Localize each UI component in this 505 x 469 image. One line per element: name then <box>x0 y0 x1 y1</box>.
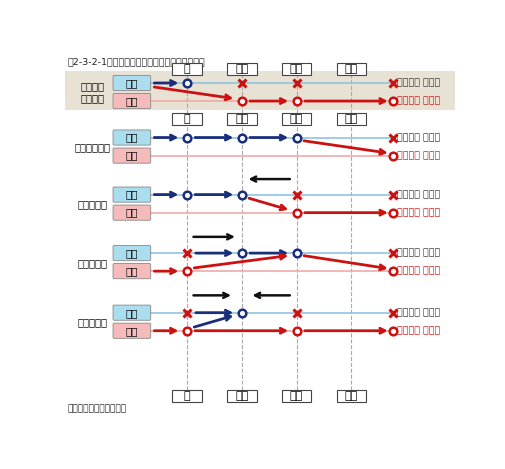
FancyBboxPatch shape <box>172 63 201 75</box>
Text: 内需: 内需 <box>125 189 138 200</box>
Text: 外需: 外需 <box>125 326 138 336</box>
Text: 材料: 材料 <box>289 64 302 74</box>
Text: 部品: 部品 <box>235 64 248 74</box>
Text: 国外生産 ３産業: 国外生産 ３産業 <box>396 326 440 335</box>
FancyBboxPatch shape <box>113 187 150 202</box>
FancyBboxPatch shape <box>113 264 150 279</box>
FancyBboxPatch shape <box>336 63 366 75</box>
Text: 車: 車 <box>183 114 190 124</box>
Text: 内需: 内需 <box>125 78 138 88</box>
Text: 内需: 内需 <box>125 248 138 258</box>
FancyBboxPatch shape <box>113 148 150 163</box>
Text: 内需: 内需 <box>125 133 138 143</box>
FancyBboxPatch shape <box>281 390 311 401</box>
FancyBboxPatch shape <box>226 113 256 125</box>
FancyBboxPatch shape <box>113 93 150 109</box>
FancyBboxPatch shape <box>113 245 150 261</box>
FancyBboxPatch shape <box>226 390 256 401</box>
Text: 国外生産 ３産業: 国外生産 ３産業 <box>396 97 440 106</box>
Text: 材料: 材料 <box>289 114 302 124</box>
FancyBboxPatch shape <box>281 113 311 125</box>
Text: 部品: 部品 <box>235 114 248 124</box>
FancyBboxPatch shape <box>172 390 201 401</box>
Text: 車: 車 <box>183 391 190 401</box>
Text: 国外生産 ２産業: 国外生産 ２産業 <box>396 208 440 217</box>
Text: 国外生産 １産業: 国外生産 １産業 <box>396 151 440 160</box>
Text: 第2-3-2-1図　国内の産業連関と波及効果の流れ: 第2-3-2-1図 国内の産業連関と波及効果の流れ <box>67 57 205 66</box>
Text: 資料：経済産業省作成。: 資料：経済産業省作成。 <box>67 405 126 414</box>
Text: 国内生産 ２産業: 国内生産 ２産業 <box>396 190 440 199</box>
Text: 国内生産 ３産業: 国内生産 ３産業 <box>396 133 440 142</box>
Text: 車: 車 <box>183 64 190 74</box>
Text: 材料: 材料 <box>289 391 302 401</box>
Text: 部品: 部品 <box>235 391 248 401</box>
FancyBboxPatch shape <box>113 130 150 145</box>
FancyBboxPatch shape <box>113 76 150 91</box>
Text: 国外生産 ２産業: 国外生産 ２産業 <box>396 267 440 276</box>
FancyBboxPatch shape <box>65 71 453 111</box>
Text: 外需: 外需 <box>125 151 138 160</box>
Text: 資源: 資源 <box>344 64 358 74</box>
Text: 資源: 資源 <box>344 114 358 124</box>
FancyBboxPatch shape <box>113 305 150 320</box>
Text: フルセット型: フルセット型 <box>75 142 111 152</box>
FancyBboxPatch shape <box>172 113 201 125</box>
Text: 国内生産 １産業: 国内生産 １産業 <box>396 308 440 317</box>
Text: 外需: 外需 <box>125 266 138 276</box>
Text: 中間財輸出: 中間財輸出 <box>77 258 108 268</box>
FancyBboxPatch shape <box>336 390 366 401</box>
FancyBboxPatch shape <box>113 323 150 338</box>
Text: 車の組立
のみ国内: 車の組立 のみ国内 <box>80 82 105 103</box>
FancyBboxPatch shape <box>226 63 256 75</box>
FancyBboxPatch shape <box>336 113 366 125</box>
Text: 国内生産 １産業: 国内生産 １産業 <box>396 78 440 88</box>
Text: 資源: 資源 <box>344 391 358 401</box>
Text: 外需: 外需 <box>125 208 138 218</box>
FancyBboxPatch shape <box>281 63 311 75</box>
FancyBboxPatch shape <box>113 205 150 220</box>
Text: 内需: 内需 <box>125 308 138 318</box>
Text: 中間財輸入: 中間財輸入 <box>77 199 108 209</box>
Text: 外需: 外需 <box>125 96 138 106</box>
Text: 中間財貿易: 中間財貿易 <box>77 318 108 327</box>
Text: 国内生産 ２産業: 国内生産 ２産業 <box>396 249 440 257</box>
